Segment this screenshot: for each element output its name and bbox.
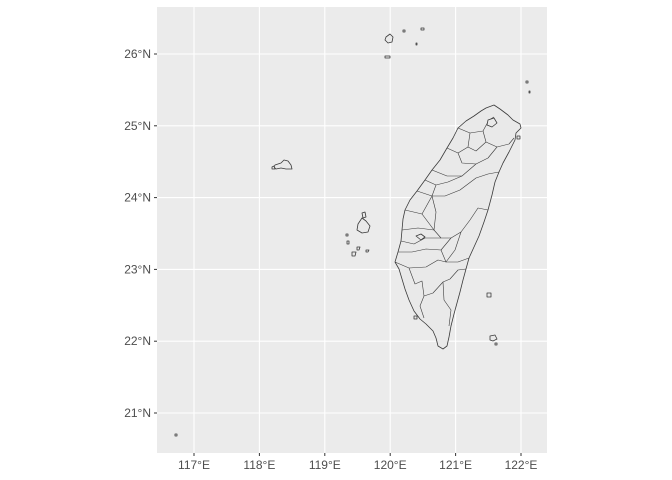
x-tick-label: 118°E [243,458,275,472]
northeast-islet-1 [525,80,529,84]
y-axis: 21°N 22°N 23°N 24°N 25°N 26°N [124,47,157,420]
orchid-island [489,334,498,346]
x-tick-label: 121°E [439,458,472,472]
y-tick-label: 26°N [124,47,151,61]
xiao-liuqiu [413,315,418,320]
y-tick-label: 25°N [124,119,151,133]
sun-moon-lake [415,233,426,241]
x-tick-label: 122°E [505,458,538,472]
county-boundaries [394,116,515,327]
land-layer [174,27,531,437]
taiwan-main-island [394,104,522,350]
map-panel-background [157,7,547,453]
x-tick-label: 117°E [178,458,210,472]
x-tick-label: 119°E [309,458,341,472]
pratas-islet [174,433,178,437]
matsu-islands [384,27,425,59]
x-axis: 117°E 118°E 119°E 120°E 121°E 122°E [178,453,537,472]
x-tick-label: 120°E [374,458,407,472]
taipei-enclave [486,117,498,128]
y-tick-label: 24°N [124,191,151,205]
penghu-islands [345,211,371,257]
northeast-islet-2 [528,90,531,94]
kinmen [271,159,293,170]
y-tick-label: 23°N [124,262,151,276]
green-island [486,292,492,298]
y-tick-label: 22°N [124,334,151,348]
keelung-islet [516,135,521,140]
y-tick-label: 21°N [124,406,151,420]
